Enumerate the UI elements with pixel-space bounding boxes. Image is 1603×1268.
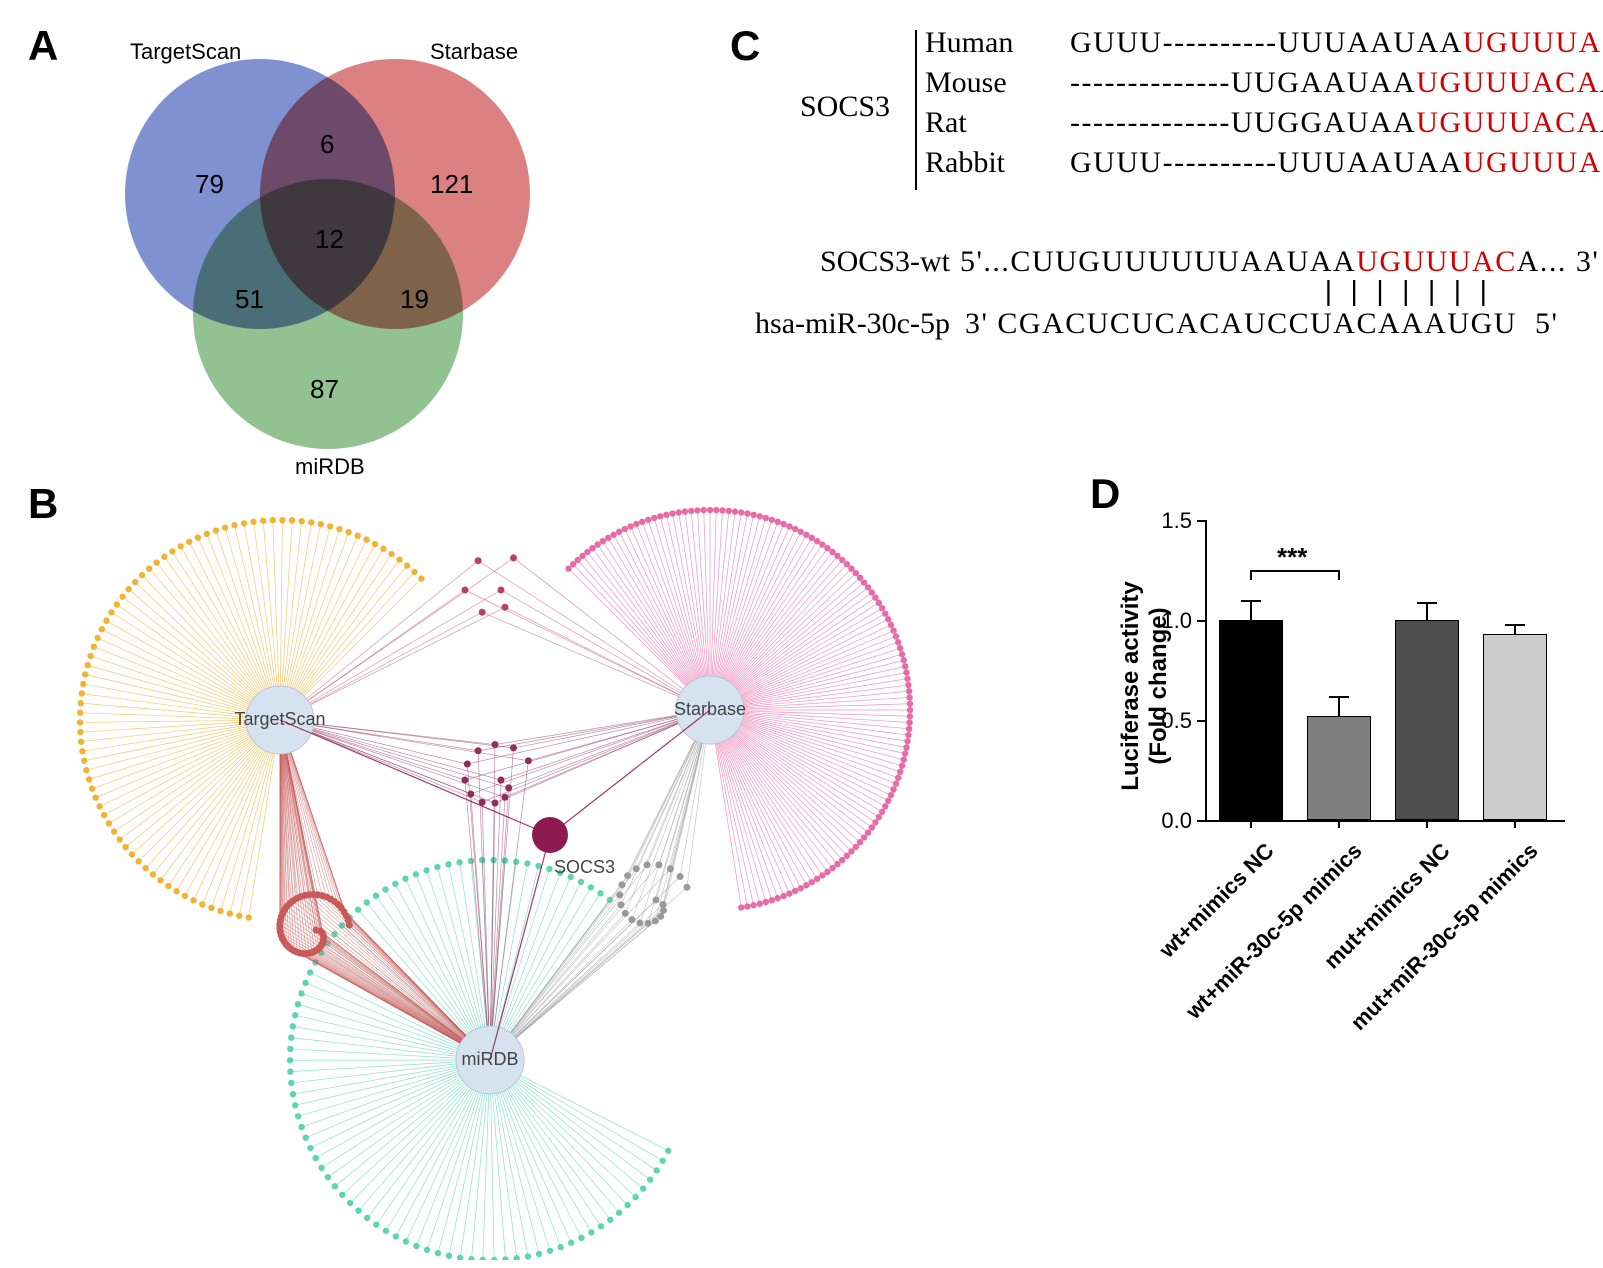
error-bar [1426, 602, 1428, 620]
x-tick [1338, 820, 1340, 828]
sig-drop [1250, 570, 1252, 580]
x-tick [1514, 820, 1516, 828]
error-cap [1505, 624, 1525, 626]
species-seq: --------------UUGAAUAAUGUUUACAA- [1070, 66, 1603, 100]
y-tick-label: 1.5 [1150, 508, 1192, 534]
y-tick-label: 1.0 [1150, 608, 1192, 634]
hub-label-targetscan: TargetScan [234, 709, 325, 729]
pair-ticks: ||||||| [1320, 278, 1501, 309]
species-label: Rabbit [925, 146, 1035, 180]
venn-count-sb_mi: 19 [400, 284, 429, 315]
venn-count-targetscan_only: 79 [195, 169, 224, 200]
species-seq: --------------UUGGAUAAUGUUUACAA- [1070, 106, 1603, 140]
venn-count-ts_mi: 51 [235, 284, 264, 315]
panel-label-c: C [730, 22, 760, 70]
error-bar [1250, 600, 1252, 620]
y-tick-label: 0.0 [1150, 808, 1192, 834]
species-label: Human [925, 26, 1035, 60]
error-cap [1329, 696, 1349, 698]
species-bracket [915, 30, 917, 190]
x-tick [1250, 820, 1252, 828]
sequence-alignment: SOCS3 HumanGUUU----------UUUAAUAAUGUUUAC… [760, 20, 1580, 450]
bar [1483, 634, 1547, 820]
x-tick [1426, 820, 1428, 828]
hub-label-starbase: Starbase [674, 699, 746, 719]
y-tick [1197, 820, 1205, 822]
sig-stars: *** [1277, 542, 1307, 573]
y-tick-label: 0.5 [1150, 708, 1192, 734]
y-axis [1205, 520, 1207, 820]
bar [1219, 620, 1283, 820]
socs3-label: SOCS3 [554, 857, 615, 877]
y-tick [1197, 720, 1205, 722]
y-tick [1197, 520, 1205, 522]
venn-count-starbase_only: 121 [430, 169, 473, 200]
socs3-group-label: SOCS3 [800, 90, 890, 124]
error-bar [1338, 696, 1340, 716]
species-seq: GUUU----------UUUAAUAAUGUUUACAA- [1070, 26, 1603, 60]
pair-top-seq: 5'...CUUGUUUUUUAAUAAUGUUUACA... 3' [960, 245, 1599, 279]
venn-label-targetscan: TargetScan [130, 39, 241, 65]
venn-count-mirdb_only: 87 [310, 374, 339, 405]
target-network: TargetScanStarbasemiRDBSOCS3 [30, 460, 990, 1260]
sig-drop [1338, 570, 1340, 580]
pair-bot-label: hsa-miR-30c-5p [720, 307, 950, 341]
pair-bot-seq: 3' CGACUCUCACAUCCUACAAAUGU 5' [965, 307, 1558, 341]
y-tick [1197, 620, 1205, 622]
error-cap [1241, 600, 1261, 602]
species-label: Rat [925, 106, 1035, 140]
panel-label-a: A [28, 22, 58, 70]
pair-top-label: SOCS3-wt [740, 245, 950, 279]
species-seq: GUUU----------UUUAAUAAUGUUUACAA- [1070, 146, 1603, 180]
venn-diagram: TargetScanStarbasemiRDB79121876511912 [60, 24, 600, 494]
species-label: Mouse [925, 66, 1035, 100]
venn-label-starbase: Starbase [430, 39, 518, 65]
venn-count-all: 12 [315, 224, 344, 255]
error-cap [1417, 602, 1437, 604]
bar [1307, 716, 1371, 820]
luciferase-bar-chart: Luciferase activity(Fold change)0.00.51.… [1110, 480, 1590, 1230]
venn-count-ts_sb: 6 [320, 129, 334, 160]
bar [1395, 620, 1459, 820]
x-axis [1205, 820, 1565, 822]
